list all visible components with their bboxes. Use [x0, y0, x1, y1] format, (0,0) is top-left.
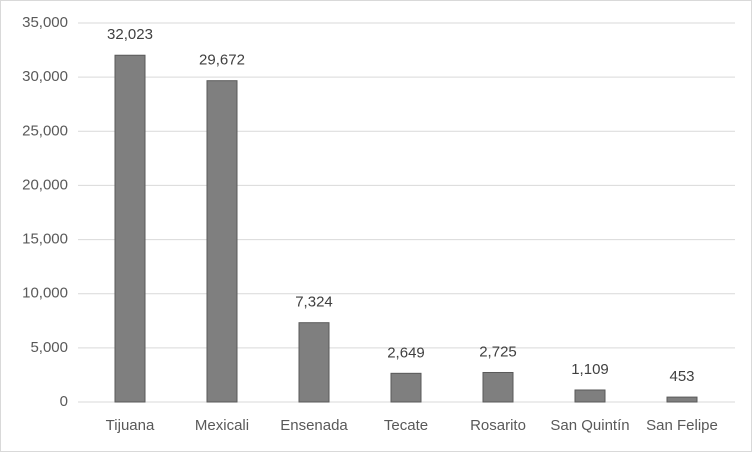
bar — [114, 54, 146, 403]
y-tick-label: 35,000 — [22, 14, 68, 31]
y-tick-label: 15,000 — [22, 231, 68, 248]
x-tick-label: Rosarito — [470, 417, 526, 434]
bar — [206, 80, 238, 403]
data-label: 2,725 — [479, 343, 517, 360]
data-label: 29,672 — [199, 52, 245, 69]
y-tick-label: 25,000 — [22, 122, 68, 139]
x-tick-label: San Felipe — [646, 417, 718, 434]
x-tick-label: San Quintín — [550, 417, 629, 434]
y-tick-label: 10,000 — [22, 285, 68, 302]
bar — [482, 371, 514, 403]
data-label: 32,023 — [107, 26, 153, 43]
bar — [666, 396, 698, 403]
data-label: 7,324 — [295, 294, 333, 311]
x-tick-label: Mexicali — [195, 417, 249, 434]
bar — [390, 372, 422, 403]
x-tick-label: Ensenada — [280, 417, 348, 434]
y-tick-label: 5,000 — [30, 339, 68, 356]
x-tick-label: Tecate — [384, 417, 428, 434]
bar — [298, 322, 330, 403]
data-label: 1,109 — [571, 361, 609, 378]
data-label: 2,649 — [387, 344, 425, 361]
data-label: 453 — [669, 368, 694, 385]
y-tick-label: 30,000 — [22, 68, 68, 85]
bar — [574, 389, 606, 403]
y-tick-label: 0 — [60, 393, 68, 410]
y-tick-label: 20,000 — [22, 176, 68, 193]
x-tick-label: Tijuana — [106, 417, 155, 434]
